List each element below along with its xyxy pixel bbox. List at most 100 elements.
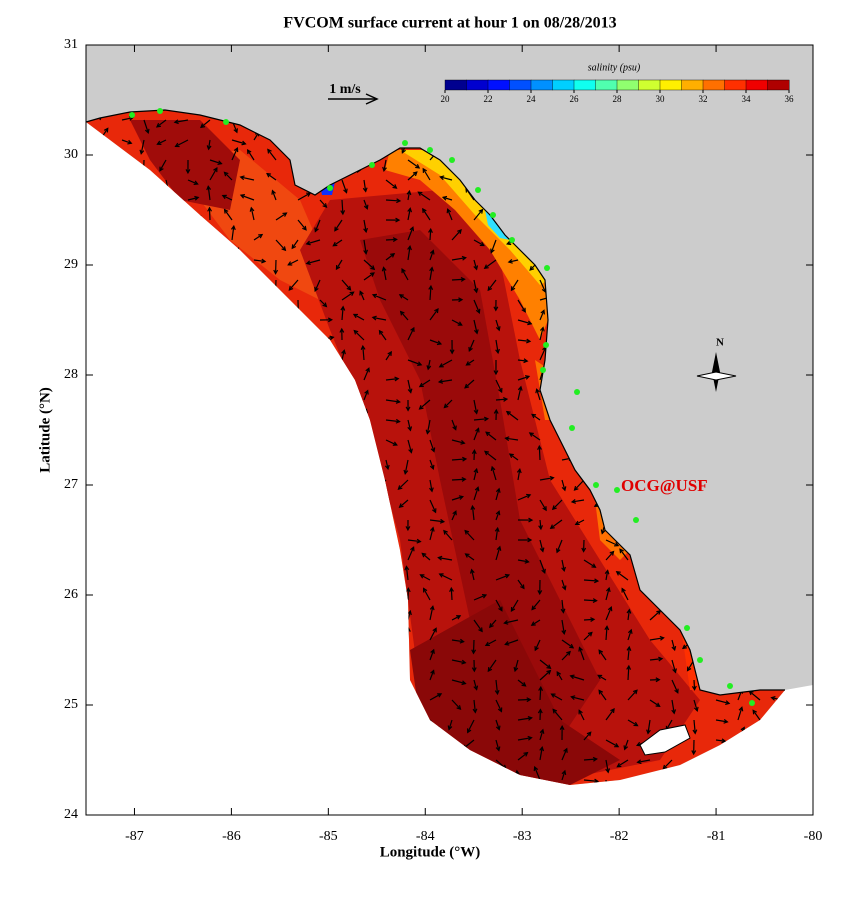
current-vector-head [314,286,319,292]
current-vector-head [591,563,597,568]
current-vector-head [592,756,598,762]
current-vector [473,428,480,441]
current-vector-head [403,469,409,475]
current-vector [473,699,476,713]
current-vector-head [314,227,319,233]
current-vector [353,313,365,321]
current-vector [385,399,400,403]
current-vector [341,279,351,291]
current-vector [419,399,431,410]
current-vector [473,619,483,632]
y-tick-label: 24 [64,807,78,822]
current-vector [464,530,475,541]
current-vector [421,552,431,561]
current-vector [267,149,277,161]
current-vector [333,239,343,247]
y-tick-label: 31 [64,37,78,52]
current-vector [443,530,453,541]
current-vector-head [439,518,446,524]
current-vector-head [464,383,470,389]
y-tick-label: 26 [64,587,78,602]
current-vector [538,446,541,461]
current-vector [495,574,510,581]
current-vector-head [395,418,401,424]
current-vector [451,439,465,444]
current-vector [605,759,609,773]
station [633,517,639,523]
current-vector [517,752,528,761]
current-vector-head [541,568,546,574]
station [569,425,575,431]
current-vector [231,226,235,241]
current-vector-head [587,631,593,637]
current-vector-head [632,689,638,695]
current-vector-head [498,606,503,612]
current-vector-head [516,467,522,474]
current-vector-head [633,721,639,727]
current-vector-head [598,689,604,695]
current-vector-head [573,485,579,491]
colorbar-tick-label: 26 [570,94,580,104]
current-vector [429,308,439,321]
current-vector-head [489,623,494,629]
current-vector-head [604,625,610,631]
current-vector-head [494,689,500,696]
current-vector [605,708,615,721]
current-vector-head [478,627,483,633]
station [427,147,433,153]
station [369,162,375,168]
current-vector [649,699,660,707]
current-vector [439,359,453,368]
current-vector-head [334,226,339,232]
current-vector-head [725,700,731,705]
current-vector [429,628,437,641]
current-vector [451,229,462,241]
current-vector [209,159,222,165]
current-vector [429,459,434,470]
current-vector [385,419,400,423]
current-vector [605,570,609,581]
current-vector [400,311,409,321]
current-vector-head [605,768,611,774]
current-vector-head [470,504,476,511]
current-vector [473,468,478,481]
current-vector-head [504,573,511,579]
current-vector-head [381,266,387,272]
current-vector-head [692,729,698,735]
current-vector-head [504,436,510,442]
current-vector-head [521,307,526,313]
current-vector [418,191,431,201]
current-vector-head [473,685,479,691]
current-vector-head [452,425,457,431]
current-vector-head [443,403,449,409]
current-vector-head [428,227,433,233]
current-vector [561,559,565,571]
station [490,212,496,218]
colorbar-cell [444,79,467,91]
current-vector [451,496,463,501]
station [543,342,549,348]
y-tick-label: 29 [64,257,78,272]
current-vector-head [655,677,661,683]
current-vector-head [472,708,478,714]
current-vector-head [484,450,490,456]
current-vector [534,766,541,781]
current-vector [467,719,475,733]
current-vector-head [363,249,369,255]
current-vector [605,606,612,621]
current-vector [341,291,354,301]
current-vector [471,506,475,521]
current-vector-head [534,646,539,652]
current-vector [200,119,211,128]
current-vector-head [691,750,697,756]
current-vector [627,689,638,701]
current-vector-head [233,146,239,153]
y-axis-label: Latitude (°N) [37,387,53,473]
current-vector-head [456,615,462,620]
current-vector [253,234,263,241]
current-vector-head [443,529,448,535]
current-vector [517,679,526,687]
current-vector [495,319,500,331]
current-vector [451,699,461,710]
current-vector [407,547,415,561]
